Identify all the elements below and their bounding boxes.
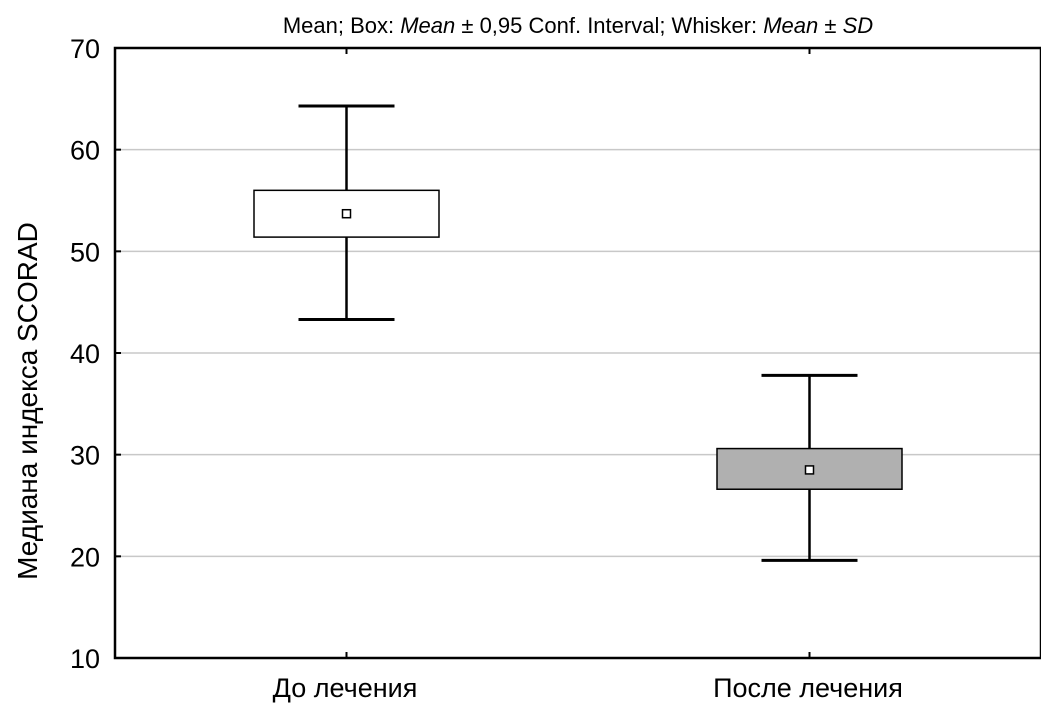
chart-title: Mean; Box: Mean ± 0,95 Conf. Interval; W… bbox=[283, 13, 873, 38]
y-axis-title: Медиана индекса SCORAD bbox=[12, 222, 43, 580]
title-part: ± 0,95 Conf. Interval; Whisker: bbox=[455, 13, 763, 38]
title-part: Mean; Box: bbox=[283, 13, 400, 38]
y-tick-label: 40 bbox=[70, 339, 100, 369]
box-group bbox=[716, 373, 903, 562]
title-part: Mean bbox=[400, 13, 455, 38]
title-part: Mean bbox=[763, 13, 818, 38]
y-tick-label: 20 bbox=[70, 542, 100, 572]
y-tick-label: 50 bbox=[70, 237, 100, 267]
title-part: SD bbox=[843, 13, 874, 38]
y-tick-label: 30 bbox=[70, 441, 100, 471]
y-tick-label: 60 bbox=[70, 136, 100, 166]
box-plots bbox=[253, 104, 903, 562]
mean-marker bbox=[804, 465, 815, 475]
x-category-label: До лечения bbox=[273, 673, 418, 703]
mean-marker bbox=[341, 208, 352, 219]
title-part: ± bbox=[818, 13, 842, 38]
y-tick-label: 10 bbox=[70, 644, 100, 674]
box-group bbox=[253, 104, 440, 321]
plot-frame bbox=[113, 46, 1041, 660]
y-tick-label: 70 bbox=[70, 34, 100, 64]
x-category-label: После лечения bbox=[713, 673, 903, 703]
x-axis-categories: До лечения После лечения bbox=[273, 48, 903, 703]
y-axis-ticks: 10 20 30 40 50 60 70 bbox=[70, 34, 121, 674]
